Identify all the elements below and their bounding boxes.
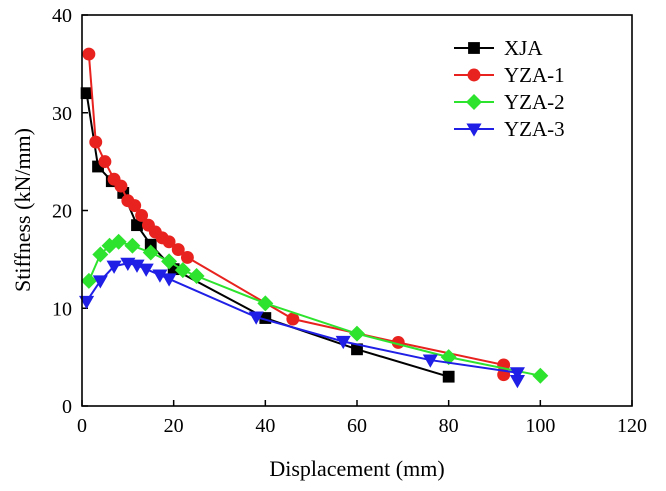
- y-tick-label: 40: [52, 5, 72, 27]
- legend: XJA YZA-1 YZA-2 YZA-3: [454, 36, 565, 141]
- data-point-yza-2: [174, 262, 191, 279]
- data-point-yza-3: [161, 273, 177, 287]
- legend-item-yza-2: YZA-2: [454, 90, 565, 114]
- legend-marker: [468, 42, 480, 54]
- plot-series: [79, 47, 549, 389]
- data-point-yza-3: [92, 275, 108, 289]
- data-point-yza-1: [89, 135, 103, 149]
- y-axis-title: Stiffness (kN/mm): [10, 128, 35, 292]
- data-point-yza-2: [80, 272, 97, 289]
- y-tick-label: 10: [52, 298, 72, 320]
- x-tick-label: 100: [525, 415, 555, 437]
- series-yza-2: [80, 233, 549, 384]
- x-tick-label: 0: [77, 415, 87, 437]
- data-point-yza-1: [82, 47, 96, 61]
- data-point-yza-3: [79, 295, 95, 310]
- data-point-yza-1: [98, 155, 112, 169]
- data-point-yza-3: [509, 367, 525, 381]
- series-line-yza-1: [87, 54, 505, 375]
- legend-label: YZA-1: [504, 63, 565, 87]
- data-point-yza-3: [248, 311, 264, 325]
- x-axis-title: Displacement (mm): [269, 456, 444, 481]
- data-point-yza-3: [422, 354, 438, 368]
- data-point-yza-2: [142, 244, 159, 261]
- data-point-yza-2: [440, 349, 457, 366]
- y-tick-label: 30: [52, 103, 72, 125]
- data-point-yza-2: [532, 367, 549, 384]
- data-point-yza-2: [349, 325, 365, 342]
- x-tick-label: 80: [439, 415, 459, 437]
- data-point-yza-2: [124, 237, 141, 254]
- legend-item-yza-1: YZA-1: [454, 63, 565, 87]
- data-point-yza-1: [171, 243, 185, 257]
- data-point-yza-2: [188, 268, 205, 284]
- data-point-yza-3: [138, 263, 154, 277]
- data-point-yza-2: [110, 233, 127, 250]
- data-point-yza-1: [162, 235, 176, 249]
- x-tick-label: 20: [164, 415, 184, 437]
- data-point-yza-2: [92, 246, 109, 263]
- y-tick-label: 0: [62, 396, 72, 418]
- legend-label: XJA: [504, 36, 543, 60]
- series-line-xja: [85, 93, 449, 378]
- data-point-xja: [442, 370, 455, 383]
- data-point-yza-2: [161, 253, 178, 270]
- x-tick-label: 120: [617, 415, 647, 437]
- legend-item-yza-3: YZA-3: [454, 117, 565, 141]
- data-point-yza-3: [335, 335, 351, 350]
- series-line-yza-2: [87, 240, 541, 377]
- legend-marker: [466, 123, 482, 137]
- tick-labels: 0 20 40 60 80 100 120 0 10 20 30 40: [52, 5, 647, 437]
- legend-label: YZA-2: [504, 90, 565, 114]
- data-point-yza-1: [135, 208, 149, 222]
- series-yza-1: [82, 47, 511, 382]
- data-point-yza-1: [128, 199, 142, 213]
- legend-marker: [466, 94, 482, 110]
- series-yza-3: [79, 257, 525, 389]
- x-tick-label: 40: [255, 415, 275, 437]
- y-tick-label: 20: [52, 201, 72, 223]
- legend-label: YZA-3: [504, 117, 565, 141]
- data-point-yza-3: [509, 375, 525, 389]
- legend-item-xja: XJA: [454, 36, 543, 60]
- data-point-yza-2: [257, 295, 274, 312]
- legend-marker: [467, 68, 481, 82]
- plot-frame: [81, 14, 633, 407]
- data-point-yza-1: [180, 250, 194, 264]
- x-tick-label: 60: [347, 415, 367, 437]
- data-point-yza-3: [106, 260, 122, 274]
- data-point-yza-1: [114, 179, 128, 193]
